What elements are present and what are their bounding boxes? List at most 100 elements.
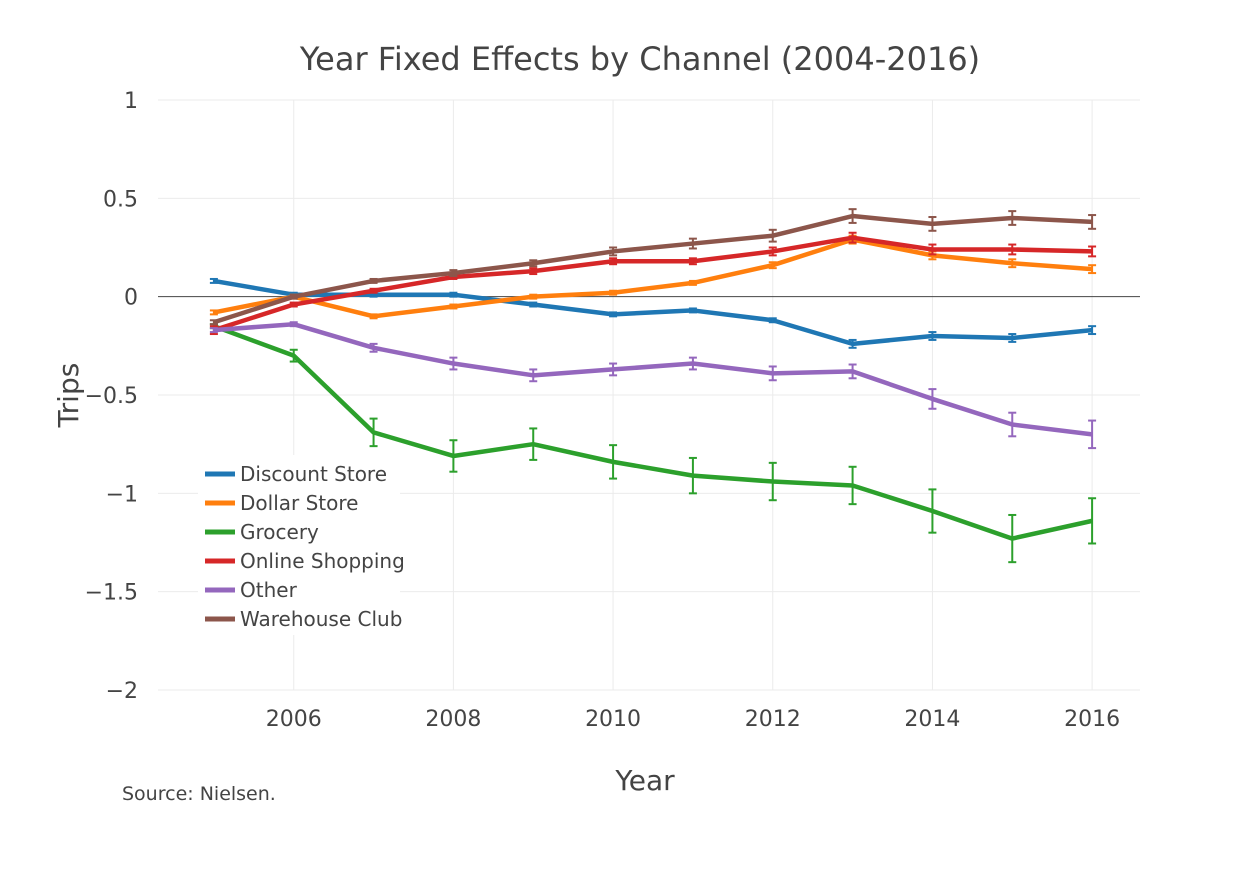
series-line [213,213,1093,325]
error-bar [1088,264,1097,275]
y-axis-title: Trips [52,363,85,429]
error-bar [449,303,458,310]
x-tick-label: 2006 [266,707,322,732]
error-bar [688,356,697,371]
error-bar [209,277,218,284]
series-warehouse-club [209,208,1097,326]
x-axis-title: Year [614,764,675,797]
error-bar [449,291,458,298]
error-bar [209,319,218,326]
error-bar [609,289,618,296]
error-bar [369,287,378,294]
error-bar [1008,210,1017,226]
error-bar [688,237,697,250]
series-line [213,278,1093,347]
series-dollar-store [209,234,1097,320]
legend-label: Warehouse Club [240,607,402,631]
error-bar [449,269,458,278]
error-bar [1008,411,1017,438]
error-bar [928,331,937,341]
error-bar [529,259,538,268]
series-line [213,321,1093,437]
error-bar [768,365,777,382]
legend-item: Dollar Store [205,491,358,515]
error-bar [768,317,777,324]
y-tick-label: −1 [106,482,138,507]
series-line [213,237,1093,319]
error-bar [609,362,618,377]
error-bar [768,246,777,257]
error-bar [609,246,618,257]
y-axis: 1 0.5 0 −0.5 −1 −1.5 −2 [85,89,138,704]
error-bar [848,208,857,224]
error-bar [609,257,618,266]
x-tick-label: 2012 [745,707,801,732]
error-bar [449,356,458,371]
source-note: Source: Nielsen. [122,783,276,805]
error-bar [289,348,298,363]
legend-label: Online Shopping [240,549,405,573]
plot-area [209,208,1097,564]
x-tick-label: 2014 [904,707,960,732]
x-tick-label: 2008 [425,707,481,732]
error-bar [928,243,937,256]
x-tick-label: 2016 [1064,707,1120,732]
legend-item: Grocery [205,520,319,544]
x-axis: 2006 2008 2010 2012 2014 2016 [266,707,1120,732]
series-other [209,321,1097,450]
error-bar [1008,243,1017,256]
legend-background [198,455,400,635]
chart-title: Year Fixed Effects by Channel (2004-2016… [299,40,980,78]
error-bar [768,261,777,270]
error-bar [609,444,618,480]
error-bar [529,427,538,461]
error-bar [1088,497,1097,545]
error-bar [928,216,937,232]
error-bar [209,309,218,316]
error-bar [1008,258,1017,269]
legend-label: Dollar Store [240,491,358,515]
error-bar [529,267,538,276]
error-bar [369,342,378,353]
y-tick-label: −0.5 [85,384,138,409]
y-tick-label: 1 [124,89,138,114]
error-bar [1008,333,1017,343]
error-bar [529,301,538,308]
legend-label: Other [240,578,298,602]
error-bar [369,277,378,284]
error-bar [768,228,777,243]
error-bar [449,439,458,473]
legend: Discount Store Dollar Store Grocery Online … [198,455,405,635]
error-bar [529,368,538,383]
error-bar [688,307,697,314]
series-line [213,324,1093,541]
series-line [213,235,1093,333]
error-bar [1088,419,1097,450]
error-bar [848,465,857,506]
error-bar [1088,214,1097,230]
x-tick-label: 2010 [585,707,641,732]
error-bar [848,231,857,244]
legend-item: Other [205,578,298,602]
error-bar [609,311,618,318]
y-tick-label: −2 [106,679,138,704]
error-bar [369,417,378,448]
series-online-shopping [209,231,1097,336]
error-bar [688,456,697,495]
error-bar [688,257,697,266]
error-bar [1008,513,1017,564]
error-bar [529,293,538,300]
legend-item: Online Shopping [205,549,405,573]
error-bar [289,293,298,300]
legend-label: Grocery [240,520,319,544]
error-bar [289,321,298,328]
legend-item: Warehouse Club [205,607,402,631]
error-bar [1088,325,1097,336]
y-tick-label: 0 [124,286,138,311]
error-bar [1088,245,1097,258]
error-bar [928,488,937,534]
legend-label: Discount Store [240,462,387,486]
y-tick-label: −1.5 [85,581,138,606]
error-bar [848,338,857,349]
